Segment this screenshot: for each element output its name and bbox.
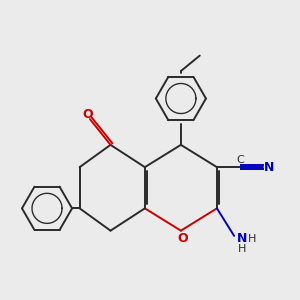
Text: H: H (238, 244, 246, 254)
Text: H: H (248, 234, 256, 244)
Text: O: O (177, 232, 188, 245)
Text: C: C (236, 155, 244, 165)
Text: N: N (264, 161, 274, 174)
Text: N: N (236, 232, 247, 245)
Text: O: O (82, 108, 92, 121)
